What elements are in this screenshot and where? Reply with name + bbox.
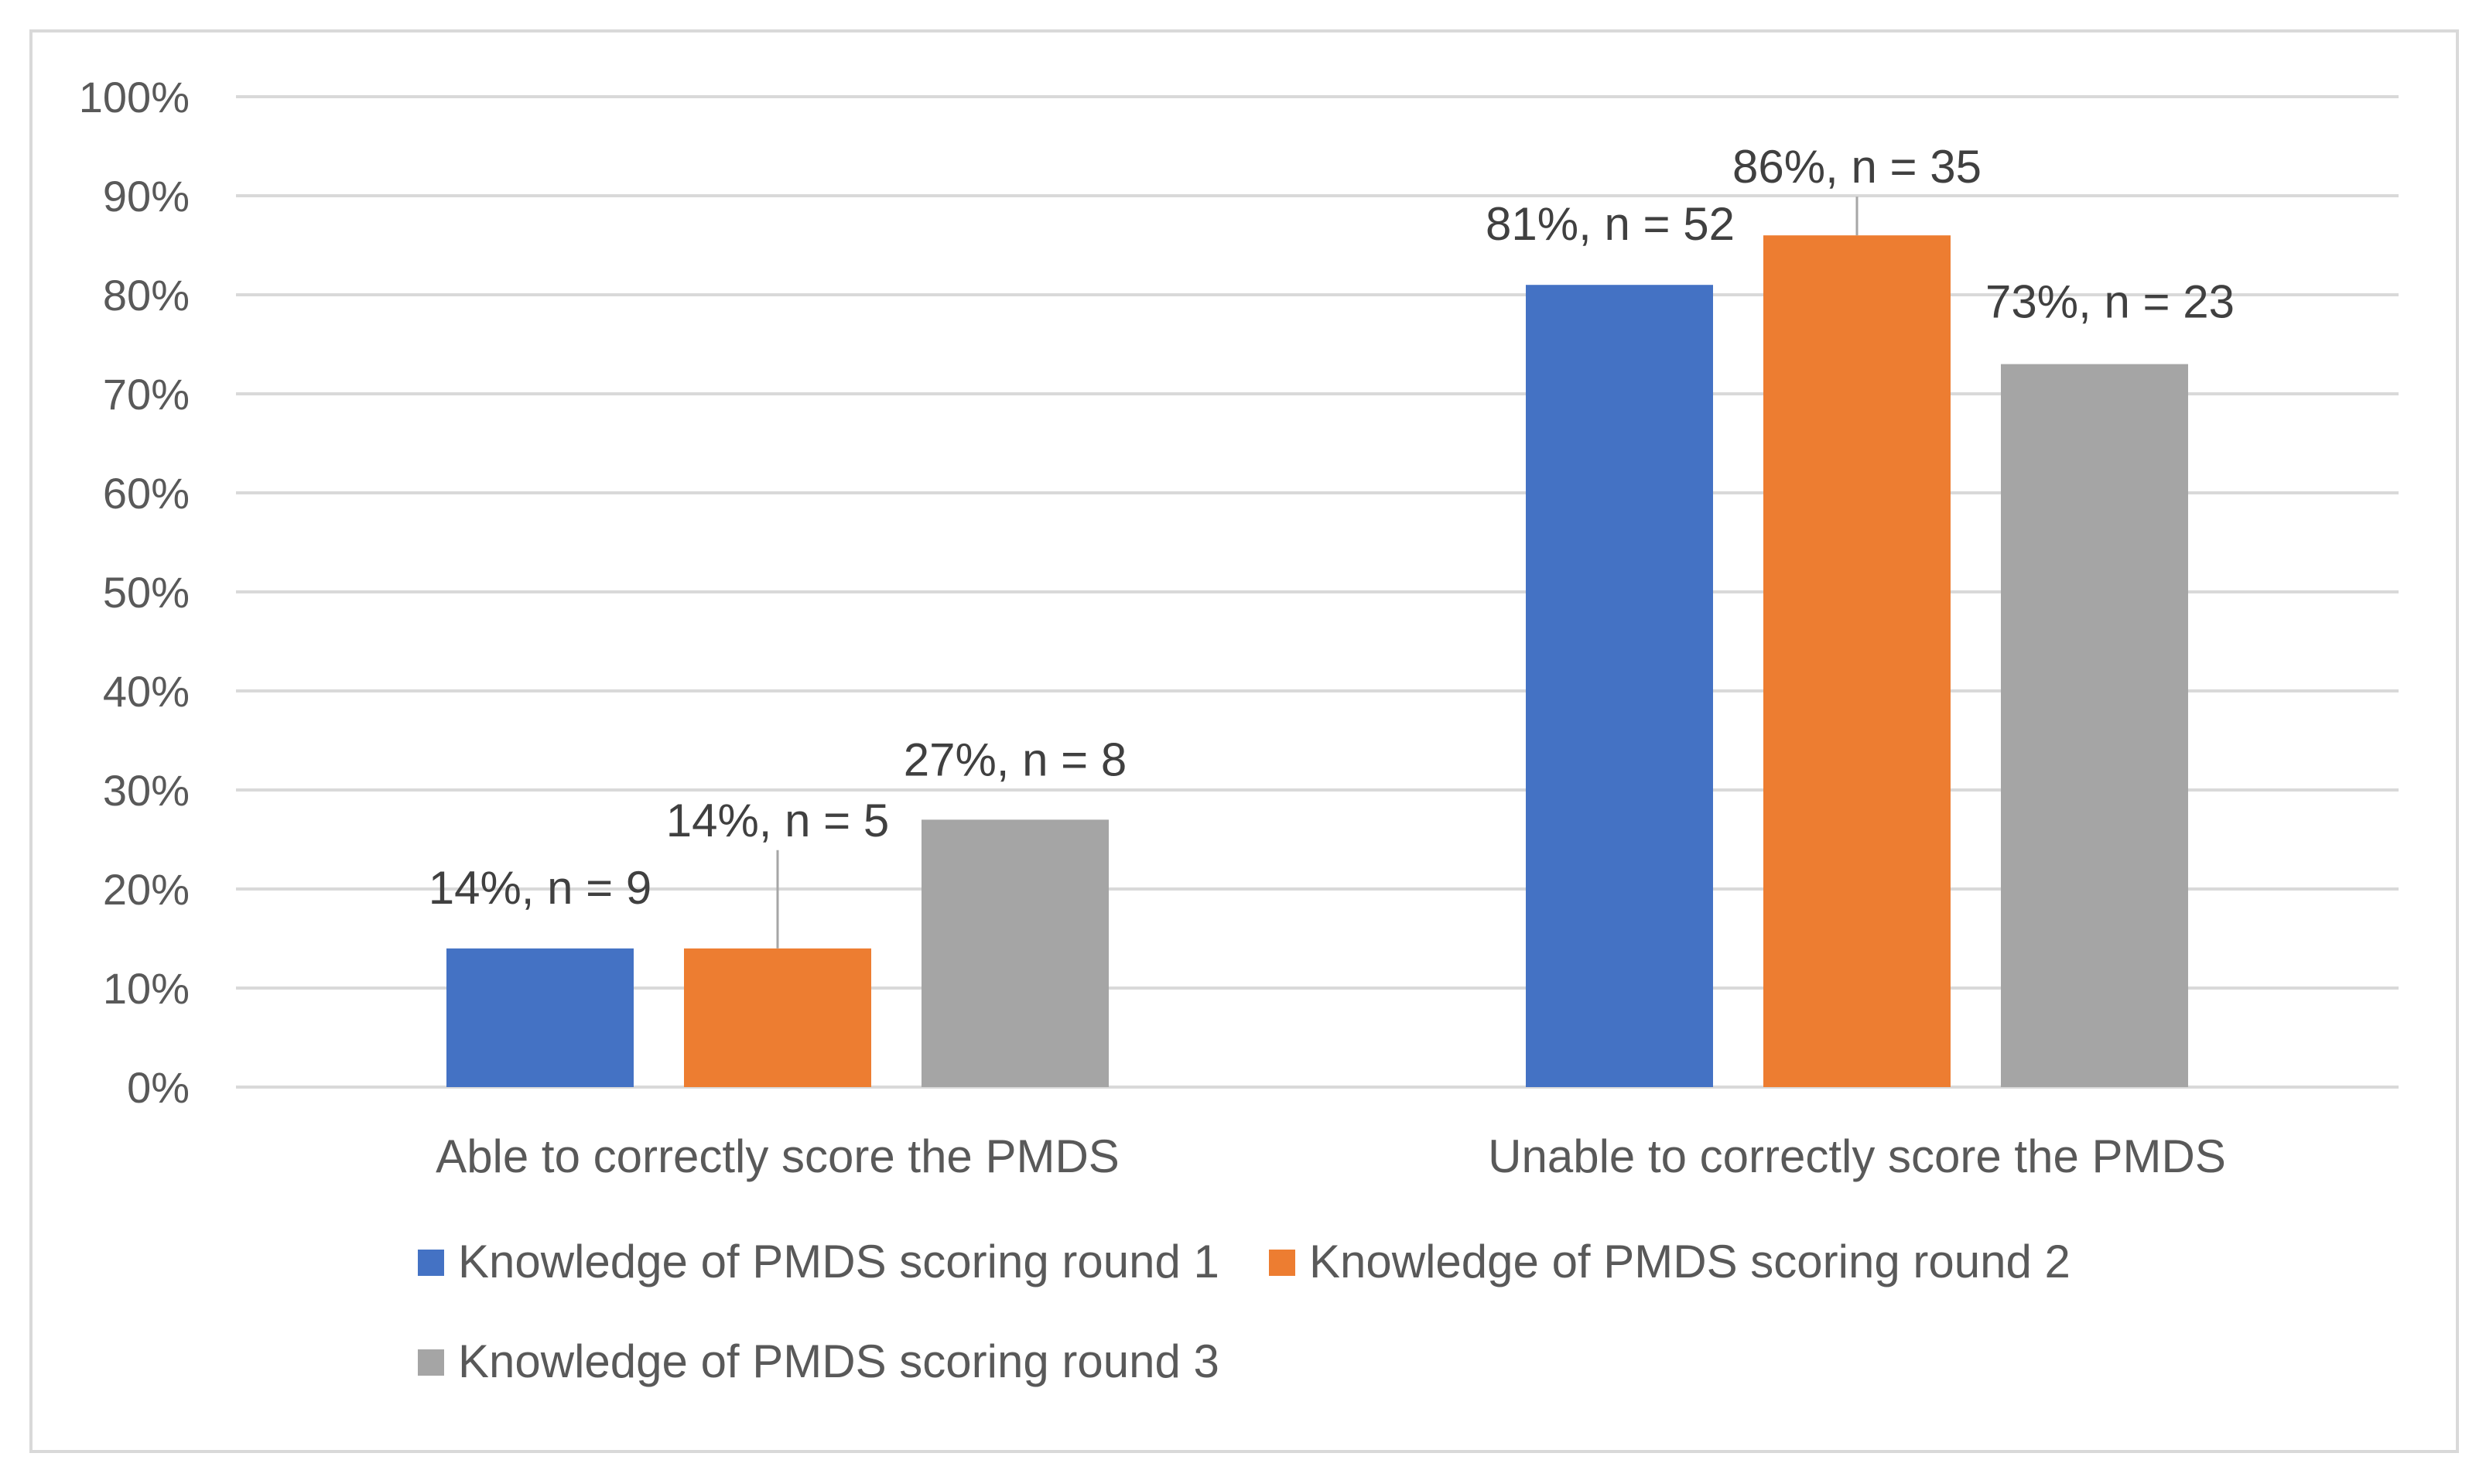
x-axis-categories: Able to correctly score the PMDS Unable t…: [436, 1130, 2226, 1182]
data-label-round-2-category-1: 14%, n = 5: [666, 795, 890, 846]
legend-swatch-round-1: [418, 1250, 444, 1276]
bar-round-3-category-1: [922, 819, 1109, 1087]
leader-lines: [776, 197, 1859, 949]
y-axis-ticks: 0% 10% 20% 30% 40% 50% 60% 70% 80% 90% 100%: [79, 73, 190, 1112]
bar-round-2-category-1: [684, 948, 871, 1087]
data-label-round-2-category-2: 86%, n = 35: [1732, 141, 1982, 193]
bar-round-1-category-1: [446, 948, 634, 1087]
y-tick-label: 20%: [103, 865, 190, 914]
y-tick-label: 70%: [103, 370, 190, 419]
bar-round-2-category-2: [1763, 235, 1951, 1088]
bar-round-3-category-2: [2001, 364, 2188, 1088]
y-tick-label: 80%: [103, 271, 190, 320]
bars: [446, 235, 2188, 1088]
y-tick-label: 100%: [79, 73, 190, 121]
category-label: Unable to correctly score the PMDS: [1488, 1130, 2226, 1182]
category-label: Able to correctly score the PMDS: [436, 1130, 1120, 1182]
data-labels: 14%, n = 9 81%, n = 52 14%, n = 5 86%, n = …: [429, 141, 2235, 914]
legend-swatch-round-3: [418, 1349, 444, 1376]
data-label-round-3-category-2: 73%, n = 23: [1985, 276, 2235, 328]
y-tick-label: 60%: [103, 469, 190, 518]
y-tick-label: 40%: [103, 667, 190, 716]
y-tick-label: 10%: [103, 964, 190, 1013]
bar-round-1-category-2: [1526, 285, 1713, 1088]
legend-swatch-round-2: [1269, 1250, 1295, 1276]
data-label-round-1-category-1: 14%, n = 9: [429, 862, 652, 914]
data-label-round-3-category-1: 27%, n = 8: [904, 733, 1127, 785]
y-tick-label: 50%: [103, 568, 190, 617]
y-tick-label: 0%: [127, 1063, 190, 1112]
legend-label-round-2: Knowledge of PMDS scoring round 2: [1309, 1236, 2071, 1287]
y-tick-label: 90%: [103, 172, 190, 221]
data-label-round-1-category-2: 81%, n = 52: [1486, 198, 1735, 250]
legend-label-round-3: Knowledge of PMDS scoring round 3: [458, 1335, 1219, 1387]
legend-label-round-1: Knowledge of PMDS scoring round 1: [458, 1236, 1219, 1287]
legend: Knowledge of PMDS scoring round 1 Knowled…: [418, 1236, 2071, 1387]
y-tick-label: 30%: [103, 766, 190, 815]
